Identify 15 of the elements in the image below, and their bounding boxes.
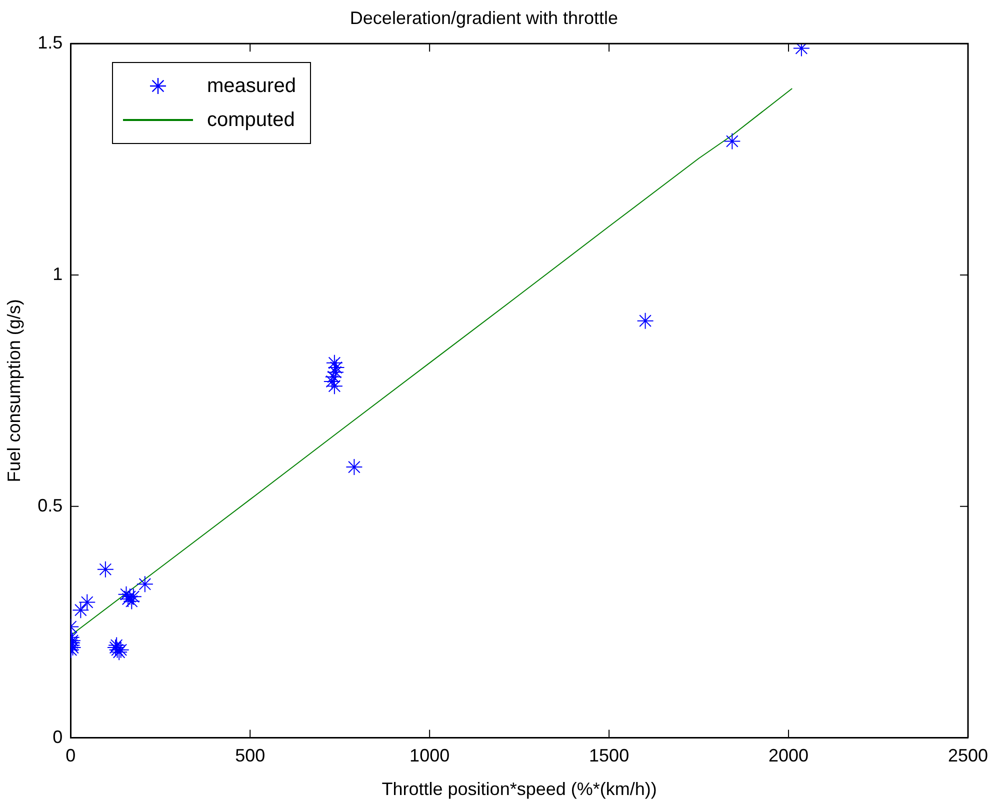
x-tick-label: 2500	[948, 746, 988, 766]
y-tick-label: 0.5	[38, 495, 63, 516]
legend-label: computed	[207, 108, 295, 132]
x-tick-label: 1500	[589, 746, 630, 766]
chart-title: Deceleration/gradient with throttle	[350, 8, 618, 28]
y-axis-title: Fuel consumption (g/s)	[4, 299, 24, 482]
x-tick-label: 1000	[410, 746, 450, 766]
y-tick-label: 1	[52, 264, 63, 284]
y-tick-label: 1.5	[38, 32, 63, 53]
legend-label: measured	[207, 74, 296, 98]
x-axis-title: Throttle position*speed (%*(km/h))	[382, 779, 657, 800]
x-tick-label: 2000	[768, 746, 809, 766]
x-tick-label: 500	[235, 746, 266, 766]
y-tick-label: 0	[52, 726, 63, 747]
x-tick-label: 0	[66, 746, 76, 766]
